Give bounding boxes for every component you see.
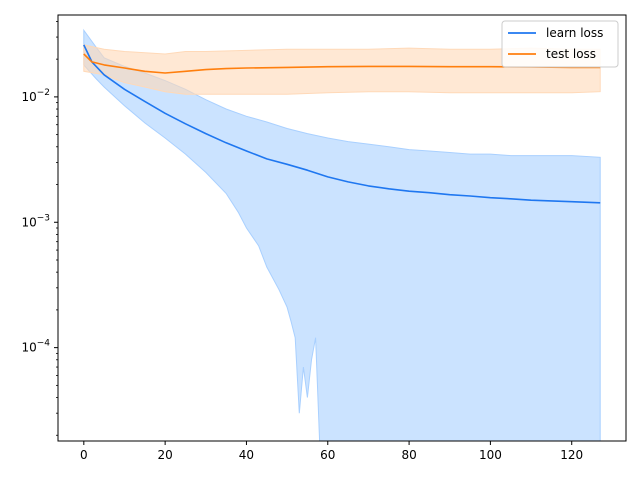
y-tick-label: 10−4 [21, 339, 50, 355]
x-tick-label: 80 [401, 448, 416, 462]
legend-label: learn loss [546, 26, 603, 40]
band-series-0 [83, 28, 601, 442]
x-tick-label: 60 [320, 448, 335, 462]
y-tick-label: 10−2 [21, 88, 50, 104]
legend: learn loss test loss [501, 20, 619, 68]
x-tick-label: 40 [239, 448, 254, 462]
x-axis: 0 20 40 60 80 100 120 [80, 441, 583, 462]
x-tick-label: 120 [560, 448, 583, 462]
y-axis: 10−4 10−3 10−2 [21, 21, 58, 436]
legend-label: test loss [546, 47, 596, 61]
x-tick-label: 100 [479, 448, 502, 462]
confidence-bands [83, 28, 601, 442]
line-series-0 [83, 44, 601, 204]
x-tick-label: 0 [80, 448, 88, 462]
line-series-1 [83, 53, 601, 74]
y-tick-label: 10−3 [21, 213, 50, 229]
band-series-1 [83, 44, 601, 95]
series-lines [83, 44, 601, 204]
x-tick-label: 20 [157, 448, 172, 462]
